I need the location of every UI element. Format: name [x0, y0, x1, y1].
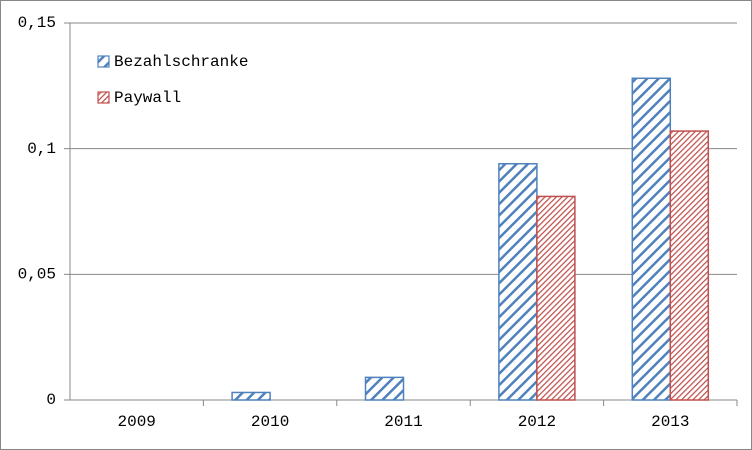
- y-tick-label: 0: [46, 391, 56, 409]
- y-tick-label: 0,1: [27, 140, 56, 158]
- x-tick-label: 2013: [651, 413, 689, 431]
- x-tick-label: 2011: [384, 413, 422, 431]
- legend-label: Paywall: [114, 89, 181, 107]
- x-tick-label: 2010: [251, 413, 289, 431]
- bar: [364, 376, 405, 401]
- legend-label: Bezahlschranke: [114, 53, 248, 71]
- bar: [631, 77, 672, 401]
- y-tick-label: 0,05: [18, 266, 56, 284]
- bar: [536, 195, 576, 401]
- y-tick-label: 0,15: [18, 14, 56, 32]
- legend-swatch: [97, 55, 110, 68]
- x-tick-label: 2012: [518, 413, 556, 431]
- bar: [231, 391, 271, 401]
- bar: [498, 162, 538, 401]
- bar: [669, 130, 710, 401]
- x-tick-label: 2009: [117, 413, 155, 431]
- legend-swatch: [97, 91, 110, 104]
